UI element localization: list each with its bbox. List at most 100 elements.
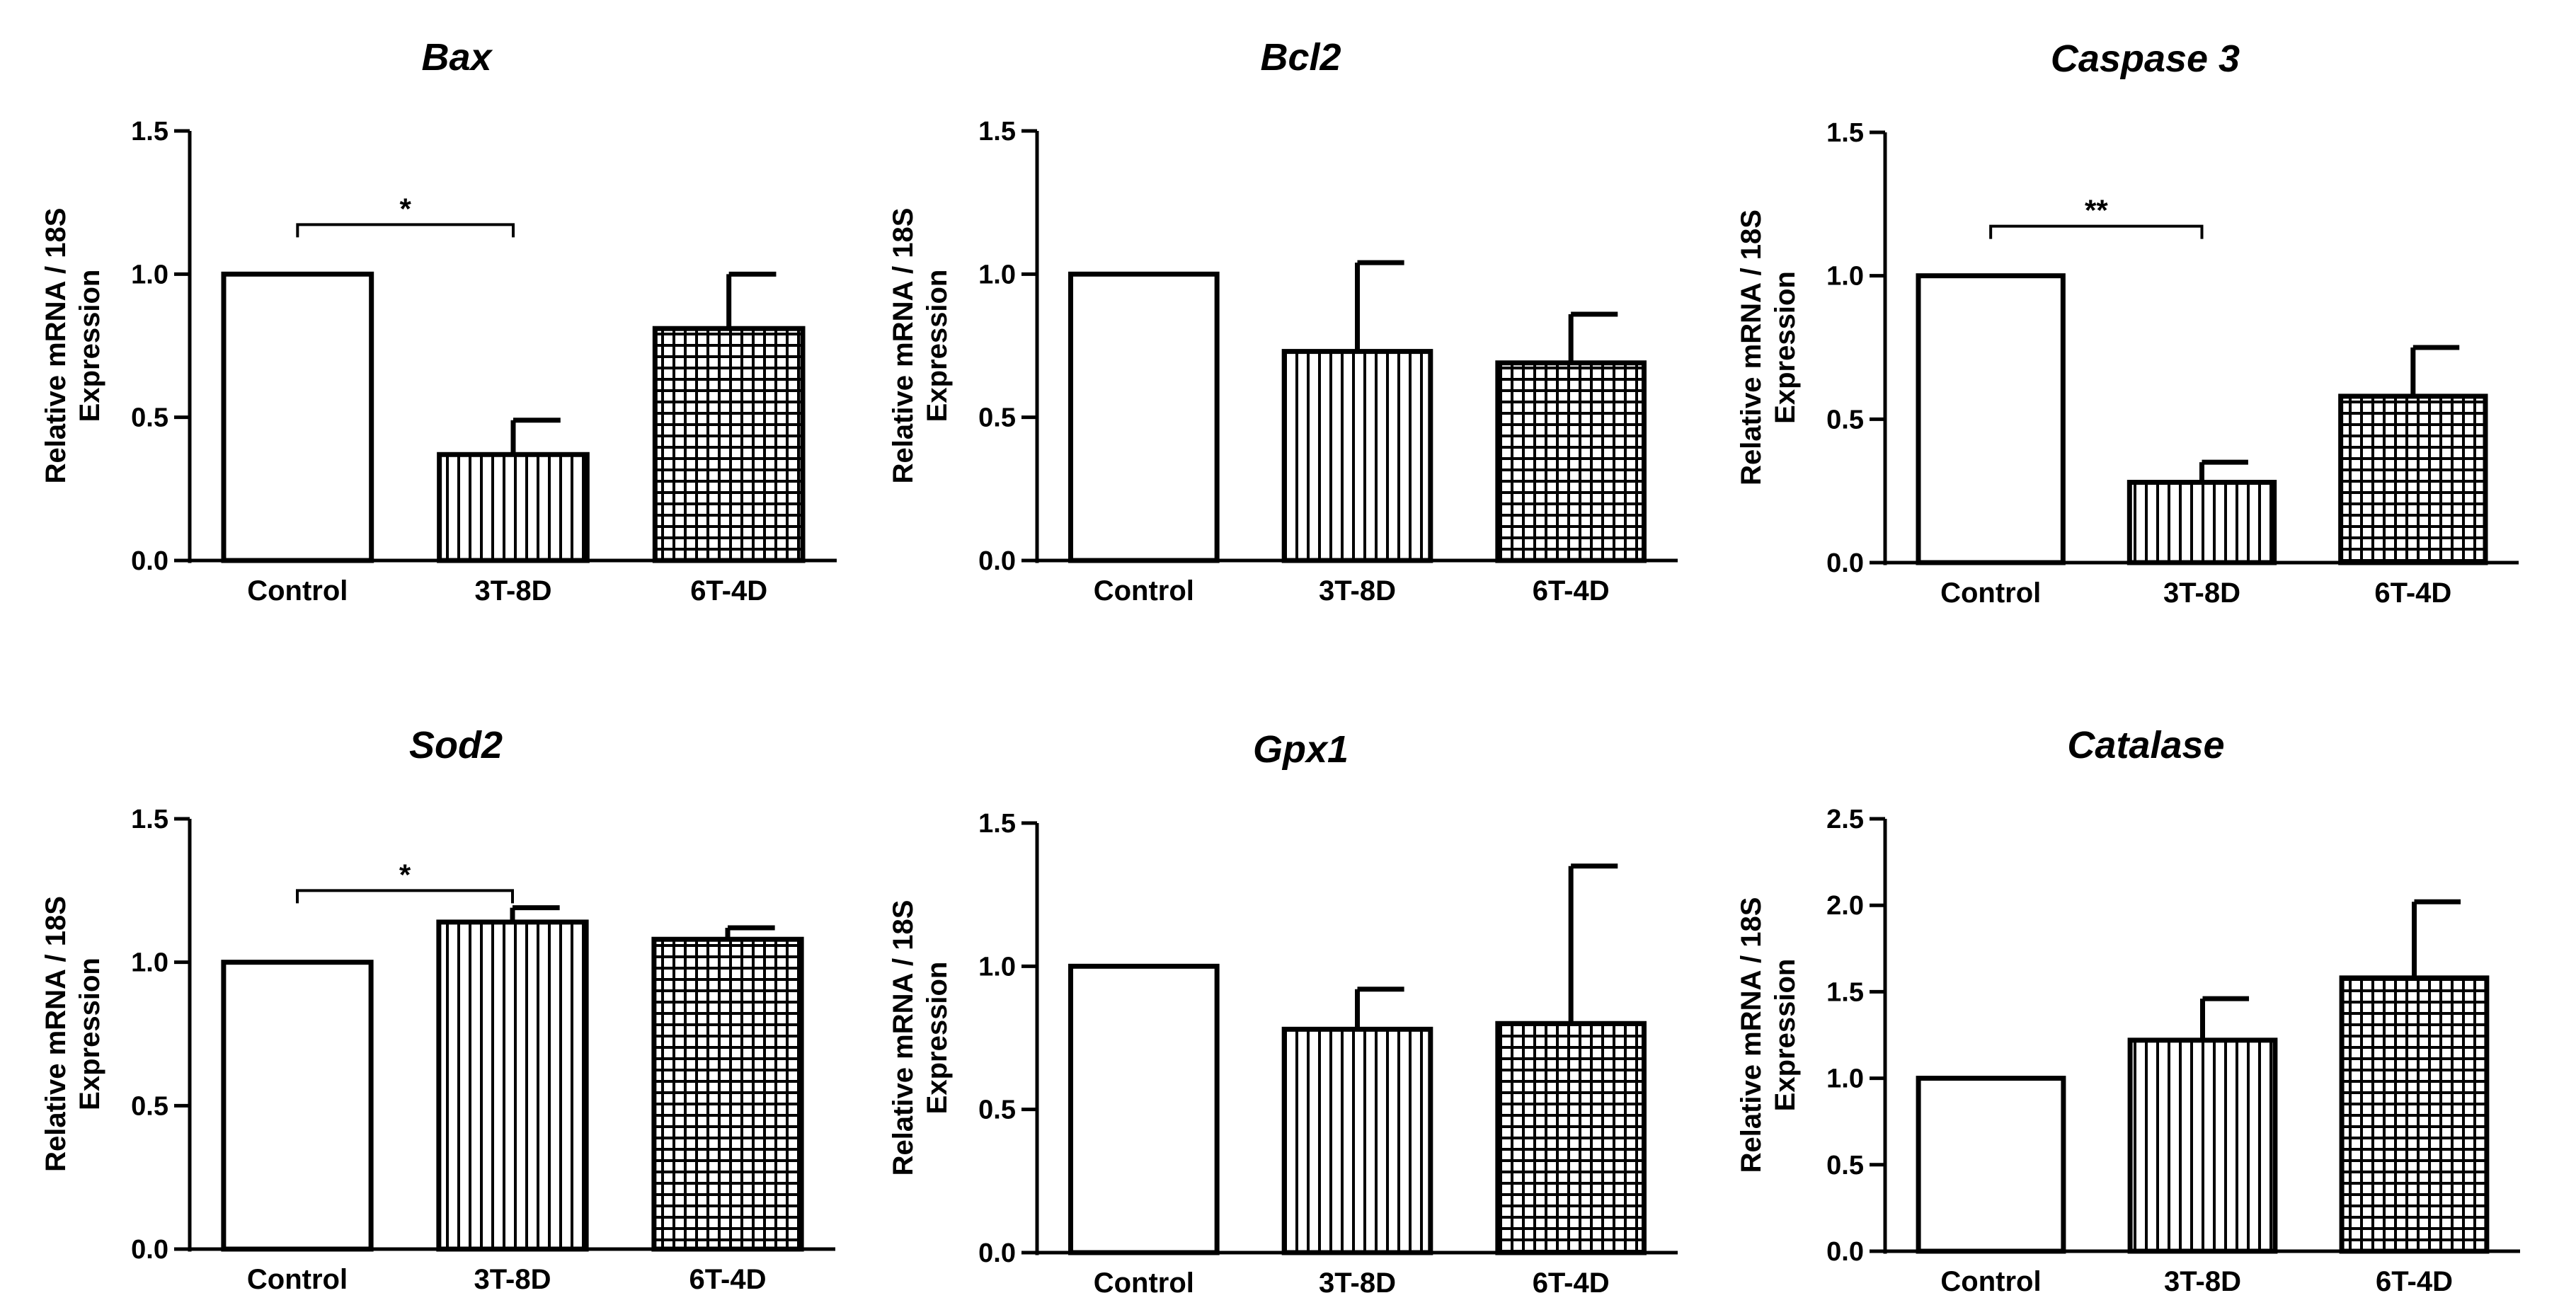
category-label-6t-4d: 6T-4D	[1533, 1267, 1610, 1299]
error-bar-6t-4d	[2410, 345, 2460, 396]
y-tick-label: 1.0	[978, 260, 1016, 289]
error-bar-6t-4d	[726, 271, 777, 329]
chart-panel-bax: Bax Relative mRNA / 18S Expression 0.0 0…	[40, 36, 837, 606]
y-axis-label-line1: Relative mRNA / 18S	[40, 896, 71, 1172]
y-tick-label: 1.0	[1826, 262, 1864, 292]
significance-bracket: **	[1989, 194, 2204, 239]
y-tick-label: 0.5	[978, 1096, 1016, 1125]
bars	[1916, 273, 2488, 565]
significance-label: *	[399, 858, 411, 891]
error-bar-3t-8d	[510, 418, 561, 455]
y-tick-label: 0.5	[978, 403, 1016, 433]
bracket-line	[296, 889, 514, 904]
chart-panel-bcl2: Bcl2 Relative mRNA / 18S Expression 0.0 …	[888, 36, 1678, 606]
chart-panel-sod2: Sod2 Relative mRNA / 18S Expression 0.0 …	[40, 724, 835, 1295]
category-label-control: Control	[1094, 1267, 1194, 1299]
category-label-6t-4d: 6T-4D	[2376, 1266, 2453, 1297]
y-axis-label-line2: Expression	[1770, 959, 1801, 1112]
bar-6t-4d	[2339, 975, 2490, 1254]
y-tick-label: 0.5	[131, 1091, 168, 1121]
bracket-line	[296, 223, 515, 238]
y-axis-label-line2: Expression	[74, 270, 105, 422]
category-label-3t-8d: 3T-8D	[474, 1264, 551, 1295]
y-axis-label-line1: Relative mRNA / 18S	[1736, 209, 1767, 485]
chart-panel-catalase: Catalase Relative mRNA / 18S Expression …	[1736, 724, 2520, 1297]
y-tick-label: 1.5	[1826, 977, 1864, 1007]
bar-control	[1068, 963, 1220, 1255]
y-axis-label-line1: Relative mRNA / 18S	[888, 208, 919, 484]
error-bars	[510, 271, 777, 455]
chart-title: Sod2	[409, 724, 503, 766]
y-tick-label: 1.0	[1826, 1064, 1864, 1094]
category-label-control: Control	[1940, 1266, 2041, 1297]
error-bar-3t-8d	[2199, 459, 2248, 483]
category-label-control: Control	[1940, 577, 2041, 609]
chart-title: Caspase 3	[2051, 38, 2240, 80]
error-bar-3t-8d	[1355, 987, 1404, 1030]
error-bar-6t-4d	[1568, 311, 1618, 363]
bar-3t-8d	[2126, 480, 2277, 565]
bars	[1916, 975, 2490, 1254]
bar-6t-4d	[1495, 360, 1647, 563]
category-label-6t-4d: 6T-4D	[1533, 575, 1610, 606]
significance-label: **	[2085, 194, 2108, 227]
error-bars	[1355, 863, 1618, 1030]
y-tick-label: 1.5	[978, 117, 1016, 146]
bracket-line	[1989, 224, 2204, 239]
category-label-3t-8d: 3T-8D	[1319, 1267, 1396, 1299]
category-labels: Control 3T-8D 6T-4D	[1094, 1267, 1610, 1299]
y-ticks: 0.0 0.5 1.0 1.5 2.0 2.5	[1826, 805, 1885, 1267]
bar-3t-8d	[1281, 349, 1433, 563]
category-label-3t-8d: 3T-8D	[1319, 575, 1396, 606]
y-tick-label: 1.5	[131, 117, 168, 146]
error-bar-3t-8d	[2200, 996, 2250, 1040]
chart-panel-gpx1: Gpx1 Relative mRNA / 18S Expression 0.0 …	[888, 728, 1678, 1299]
bar-6t-4d	[651, 936, 804, 1252]
bar-3t-8d	[2127, 1037, 2278, 1254]
category-label-control: Control	[247, 1264, 348, 1295]
error-bars	[2199, 345, 2460, 483]
bar-3t-8d	[437, 452, 590, 563]
bars	[221, 271, 806, 563]
y-ticks: 0.0 0.5 1.0 1.5	[131, 805, 190, 1265]
error-bars	[510, 905, 775, 940]
chart-title: Bax	[421, 36, 493, 79]
bar-3t-8d	[436, 919, 589, 1252]
y-tick-label: 0.0	[978, 1238, 1016, 1268]
chart-title: Bcl2	[1260, 36, 1341, 79]
error-bar-6t-4d	[1568, 863, 1618, 1024]
significance-bracket: *	[296, 192, 515, 238]
y-axis-label-line2: Expression	[1770, 271, 1801, 424]
bar-control	[1068, 271, 1220, 563]
y-tick-label: 1.0	[131, 948, 168, 978]
error-bar-3t-8d	[510, 905, 560, 922]
category-labels: Control 3T-8D 6T-4D	[1940, 577, 2451, 609]
bars	[221, 919, 804, 1252]
category-label-3t-8d: 3T-8D	[2164, 1266, 2241, 1297]
y-tick-label: 1.5	[131, 805, 168, 834]
y-ticks: 0.0 0.5 1.0 1.5	[978, 809, 1037, 1268]
y-tick-label: 1.0	[131, 260, 168, 289]
y-ticks: 0.0 0.5 1.0 1.5	[131, 117, 190, 576]
chart-panel-caspase3: Caspase 3 Relative mRNA / 18S Expression…	[1736, 38, 2519, 609]
bar-control	[221, 271, 374, 563]
bar-6t-4d	[652, 326, 806, 563]
category-label-6t-4d: 6T-4D	[2374, 577, 2451, 609]
error-bars	[1355, 260, 1618, 363]
y-ticks: 0.0 0.5 1.0 1.5	[1826, 118, 1885, 578]
y-tick-label: 1.5	[978, 809, 1016, 839]
y-axis-label-line1: Relative mRNA / 18S	[40, 208, 71, 484]
y-tick-label: 0.0	[131, 546, 168, 576]
bar-6t-4d	[2338, 393, 2488, 565]
significance-label: *	[399, 192, 411, 225]
bars	[1068, 271, 1647, 563]
y-tick-label: 0.0	[978, 546, 1016, 576]
y-tick-label: 1.5	[1826, 118, 1864, 148]
category-label-6t-4d: 6T-4D	[689, 1264, 767, 1295]
y-tick-label: 0.0	[1826, 548, 1864, 578]
bars	[1068, 963, 1647, 1255]
bar-control	[1916, 273, 2066, 565]
error-bar-6t-4d	[725, 925, 775, 940]
category-label-control: Control	[247, 575, 348, 606]
y-axis-label-line2: Expression	[922, 270, 953, 422]
